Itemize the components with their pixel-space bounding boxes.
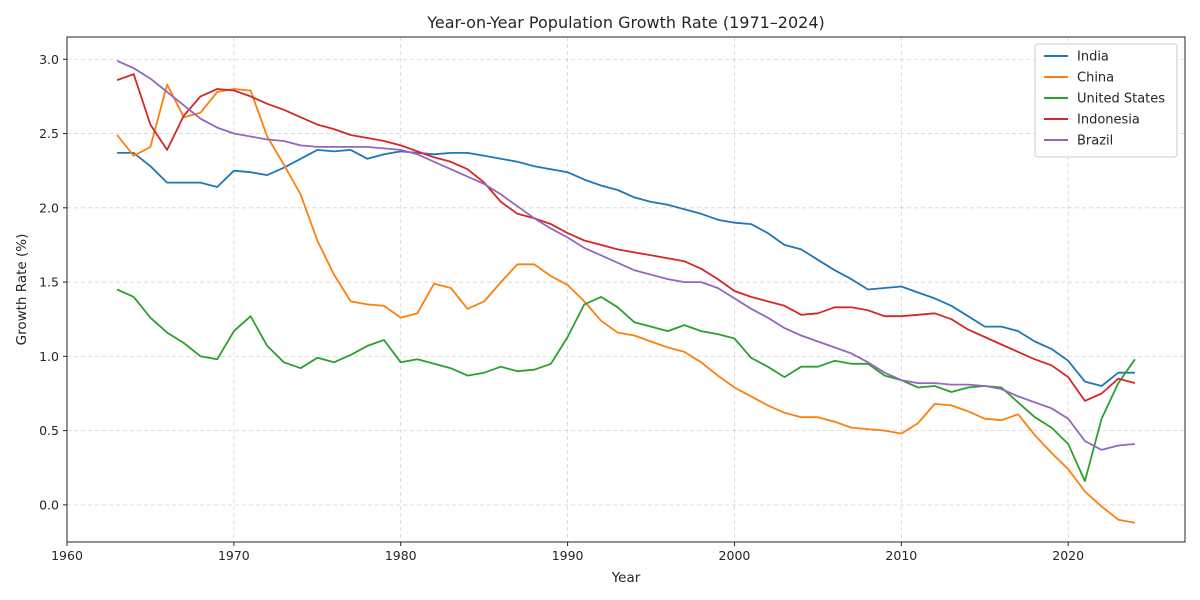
- legend-label-china: China: [1077, 71, 1114, 86]
- series-line-india: [117, 148, 1135, 387]
- y-tick-label: 1.0: [39, 349, 59, 364]
- x-tick-label: 1990: [552, 548, 584, 563]
- legend-label-india: India: [1077, 50, 1109, 65]
- legend-label-united-states: United States: [1077, 92, 1165, 107]
- y-tick-label: 1.5: [39, 275, 59, 290]
- x-tick-label: 2020: [1052, 548, 1084, 563]
- series-lines: [116, 59, 1136, 524]
- series-line-united-states: [116, 288, 1136, 483]
- series-line-brazil: [116, 59, 1135, 451]
- x-tick-label: 1980: [385, 548, 417, 563]
- y-tick-label: 0.5: [39, 423, 59, 438]
- legend-label-brazil: Brazil: [1077, 134, 1113, 149]
- series-line-indonesia: [116, 73, 1136, 402]
- x-tick-label: 2010: [885, 548, 917, 563]
- axis-ticks: 1960 1970 1980 1990 2000 2010 2020 0.0 0.5 1.0 1.5…: [39, 52, 1084, 563]
- legend-box: [1034, 43, 1178, 158]
- x-tick-label: 2000: [719, 548, 751, 563]
- y-axis-label: Growth Rate (%): [14, 234, 30, 346]
- legend-label-indonesia: Indonesia: [1077, 113, 1140, 128]
- y-tick-label: 0.0: [39, 497, 59, 512]
- legend: India China United States Indonesia Brazil: [1034, 43, 1178, 158]
- y-tick-label: 2.0: [39, 200, 59, 215]
- chart-title: Year-on-Year Population Growth Rate (197…: [426, 13, 825, 32]
- grid: [66, 37, 1185, 542]
- x-axis-label: Year: [611, 570, 641, 586]
- plot-frame: [66, 36, 1186, 543]
- y-tick-label: 3.0: [39, 52, 59, 67]
- x-tick-label: 1960: [51, 548, 83, 563]
- series-line-china: [116, 83, 1136, 524]
- y-tick-label: 2.5: [39, 126, 59, 141]
- x-tick-label: 1970: [218, 548, 250, 563]
